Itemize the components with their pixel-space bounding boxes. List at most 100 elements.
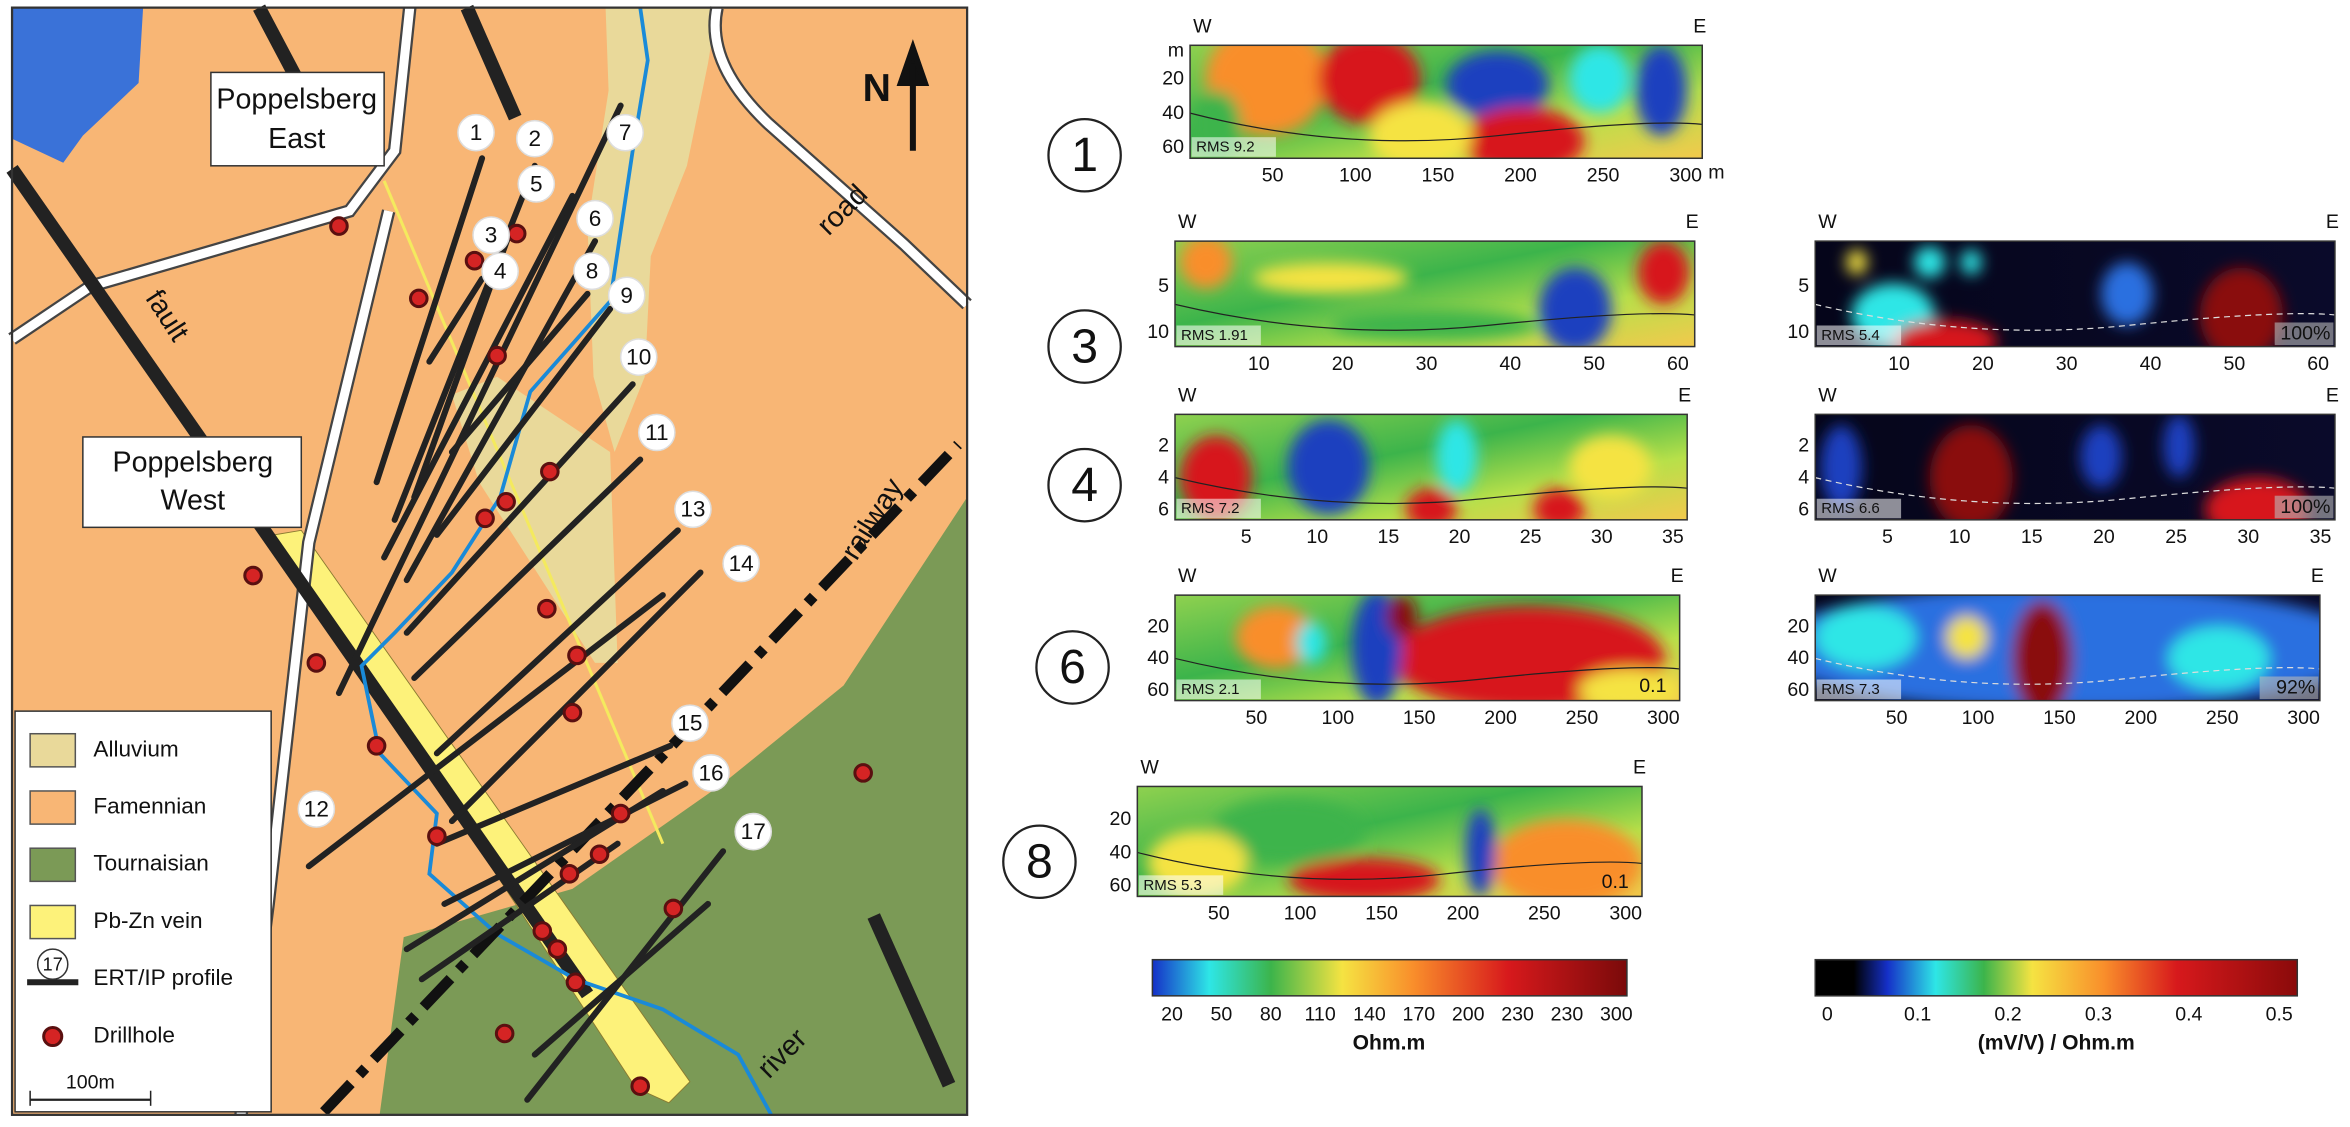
anomaly — [1569, 435, 1652, 499]
contour — [1175, 303, 1695, 331]
profile-marker — [671, 704, 709, 743]
section-frame — [1174, 594, 1681, 702]
profile-marker — [637, 413, 676, 452]
anomaly — [1578, 668, 1680, 701]
anomaly — [1465, 808, 1496, 897]
drillhole — [475, 508, 495, 529]
drillhole — [663, 898, 684, 919]
drillhole — [366, 735, 387, 756]
profile-circle-label: 1 — [1071, 128, 1098, 182]
y-unit: m — [1168, 39, 1184, 61]
y-tick-label: 40 — [1110, 841, 1132, 863]
anomaly — [1815, 605, 1917, 669]
west-label: W — [1818, 211, 1837, 233]
legend-swatch — [29, 732, 77, 768]
y-tick-label: 20 — [1147, 615, 1169, 637]
west-label: W — [1818, 565, 1837, 587]
x-unit: m — [1708, 162, 1724, 184]
colorbar-tick-label: 230 — [1551, 1004, 1584, 1026]
anomaly — [1637, 241, 1690, 305]
drillhole — [408, 288, 429, 309]
anomaly — [1960, 249, 1982, 275]
rms-label: RMS 9.2 — [1196, 139, 1255, 156]
x-tick-label: 250 — [2206, 707, 2239, 729]
place-label: Poppelsberg — [216, 84, 377, 116]
drillhole — [243, 565, 263, 586]
anomaly — [1296, 621, 1327, 664]
colorbar-tick-label: 170 — [1403, 1004, 1436, 1026]
x-tick-label: 50 — [1886, 707, 1908, 729]
profile-marker — [517, 165, 556, 203]
anomaly — [1893, 320, 1998, 347]
profile-number: 4 — [494, 259, 507, 284]
contour — [1175, 657, 1680, 685]
colorbar-tick-label: 20 — [1161, 1004, 1183, 1026]
section-frame — [1136, 785, 1643, 898]
colorbar-tick-label: 50 — [1210, 1004, 1232, 1026]
x-tick-label: 150 — [2043, 707, 2076, 729]
place-label: Poppelsberg — [112, 447, 273, 479]
anomaly — [1252, 262, 1409, 294]
drillhole — [487, 345, 507, 366]
label-box — [210, 71, 385, 167]
x-tick-label: 30 — [1591, 526, 1613, 548]
x-tick-label: 20 — [1449, 526, 1471, 548]
drillhole — [589, 844, 610, 865]
anomaly — [1533, 488, 1585, 520]
anomaly — [1538, 267, 1612, 347]
profile-marker — [607, 276, 646, 315]
profile-number: 7 — [619, 120, 632, 145]
colorbar-tick-label: 80 — [1260, 1004, 1282, 1026]
profile-marker — [576, 199, 614, 238]
anomaly — [2163, 414, 2195, 478]
section-image — [1815, 595, 2320, 701]
section-image — [1815, 241, 2335, 347]
x-tick-label: 250 — [1566, 707, 1599, 729]
colorbar-tick-label: 140 — [1353, 1004, 1386, 1026]
drillhole — [567, 645, 587, 666]
legend-swatch — [42, 1025, 64, 1048]
legend-label: Tournaisian — [93, 851, 208, 876]
tournaisian-area — [379, 497, 968, 1115]
scale-label: 100m — [66, 1071, 115, 1093]
section-image — [1815, 414, 2335, 520]
section-blobs — [1820, 414, 2309, 520]
anomaly — [2199, 267, 2283, 347]
x-tick-label: 250 — [1587, 165, 1620, 187]
colorbar-unit: (mV/V) / Ohm.m — [1978, 1032, 2135, 1055]
section-frame — [1814, 413, 2336, 521]
legend-label: Alluvium — [93, 736, 178, 761]
colorbar-tick-label: 0.4 — [2175, 1004, 2202, 1026]
x-tick-label: 10 — [1306, 526, 1328, 548]
x-tick-label: 150 — [1365, 903, 1398, 925]
legend-profile-number: 17 — [43, 954, 63, 974]
x-tick-label: 300 — [2287, 707, 2320, 729]
contour — [1175, 477, 1688, 505]
y-tick-label: 20 — [1162, 68, 1184, 90]
profile-marker — [472, 216, 510, 254]
drillhole — [329, 216, 349, 236]
x-tick-label: 20 — [2093, 526, 2115, 548]
colorbar-tick-label: 200 — [1452, 1004, 1485, 1026]
legend-swatch — [29, 904, 77, 940]
east-label: E — [2311, 565, 2324, 587]
resistivity-section: W E 50 100 150 200 250 300 20 40 60 m m RMS 9.2 1 — [1047, 15, 1725, 193]
legend-swatch — [29, 847, 77, 883]
y-tick-label: 40 — [1162, 102, 1184, 124]
drillhole — [464, 250, 485, 271]
colorbar-tick-label: 0.5 — [2266, 1004, 2293, 1026]
section-frame — [1814, 594, 2321, 702]
resistivity-section: W E 5 10 15 20 25 30 35 2 4 6 RMS 7.2 4 — [1047, 384, 1691, 548]
profile-circle-label: 6 — [1059, 640, 1086, 694]
x-tick-label: 15 — [1378, 526, 1400, 548]
drillhole — [610, 803, 631, 824]
ip-section: W E 5 10 15 20 25 30 35 2 4 6 RMS 6.6 100% — [1798, 384, 2339, 548]
profile-marker — [457, 113, 495, 152]
rms-box — [1176, 679, 1261, 700]
x-tick-label: 10 — [1248, 353, 1270, 375]
colorbar-unit: Ohm.m — [1353, 1032, 1426, 1055]
y-tick-label: 4 — [1798, 466, 1809, 488]
anomaly — [1846, 249, 1868, 275]
